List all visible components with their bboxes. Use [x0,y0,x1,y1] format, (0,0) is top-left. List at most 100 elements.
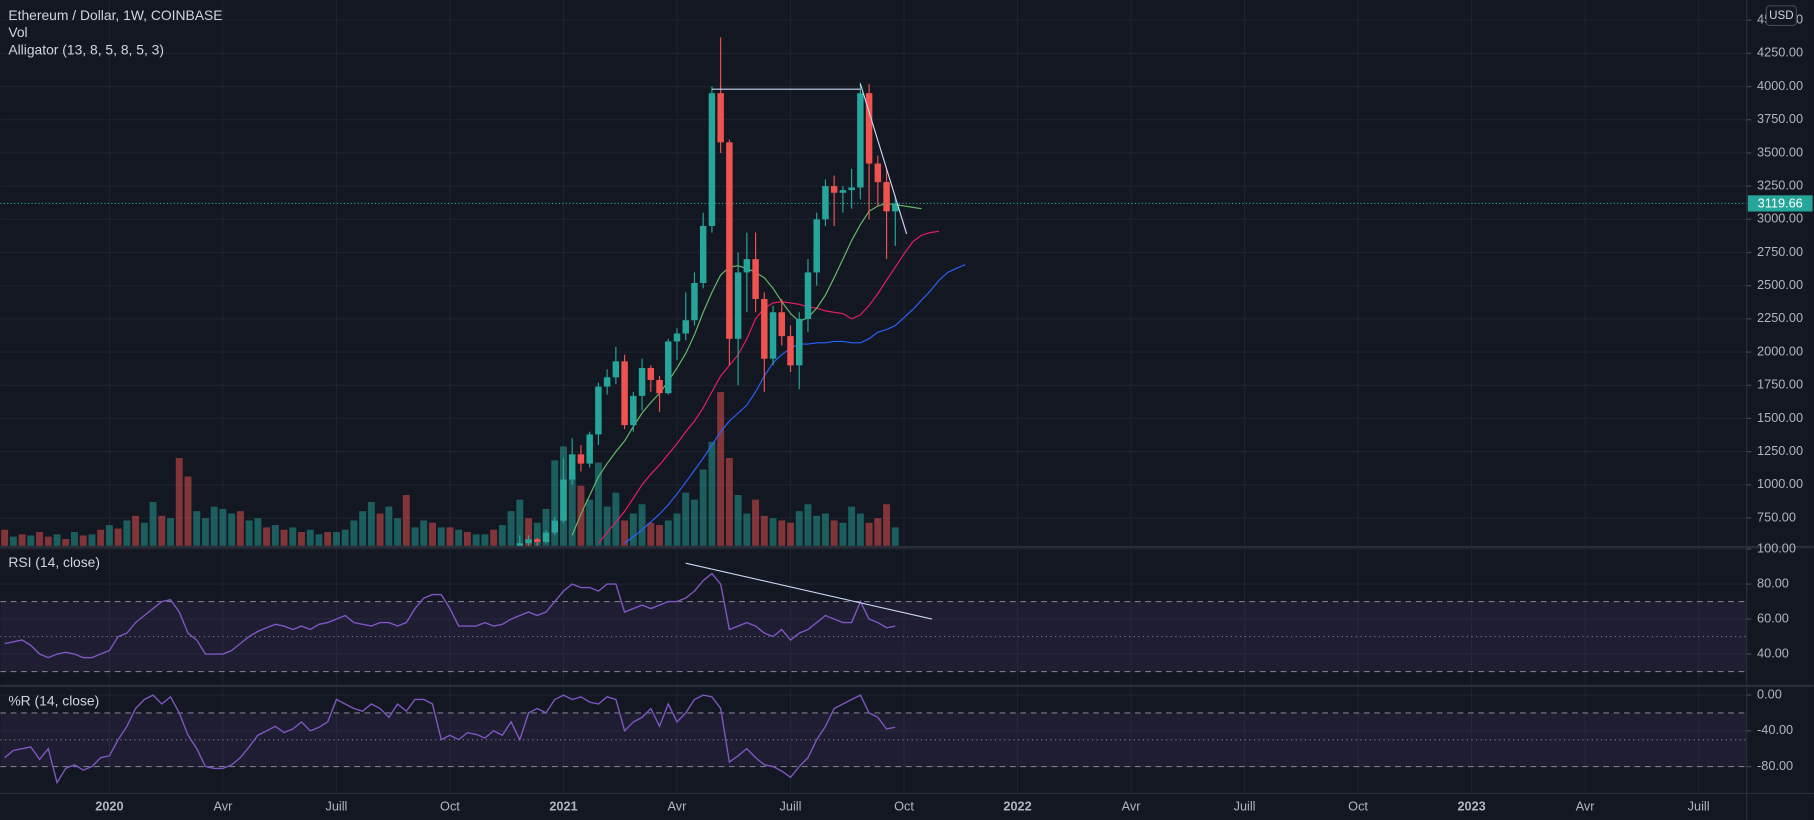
candle-body [769,312,777,359]
candle-body [647,368,655,380]
x-tick-label: Juill [1688,799,1710,814]
candle-body [787,336,794,366]
x-tick-label: Juill [1234,799,1256,814]
volume-bar [114,528,122,546]
volume-bar [263,527,271,546]
volume-bar [481,534,489,546]
volume-bar [865,522,873,546]
y-tick-label: -80.00 [1757,758,1793,773]
y-tick-label: 0.00 [1757,686,1782,701]
volume-bar [463,532,471,546]
y-tick-label: 40.00 [1757,645,1789,660]
y-tick-label: 100.00 [1757,540,1796,555]
volume-bar [883,504,891,546]
x-tick-label: Juill [780,799,802,814]
volume-bar [446,527,454,546]
volume-bar [507,511,515,546]
candle-body [691,283,698,321]
volume-bar [271,525,279,546]
candle-body [726,142,733,339]
volume-bar [638,504,646,546]
candle-body [804,272,812,319]
volume-bar [743,513,751,546]
volume-bar [254,518,262,546]
candle-body [822,186,829,220]
candle-body [516,543,524,546]
volume-bar [568,476,576,546]
x-tick-label: Avr [1122,799,1142,814]
indicator-line [4,572,896,659]
x-tick-label: Oct [894,799,914,814]
candle-body [857,93,864,188]
volume-bar [219,508,227,546]
volume-bar [429,522,436,546]
x-tick-label: Oct [1348,799,1368,814]
candle-body [630,395,637,426]
x-tick-label: Oct [440,799,460,814]
candle-body [586,434,593,464]
volume-bar [839,522,847,546]
y-tick-label: 3250.00 [1757,177,1803,192]
volume-bar [734,495,742,546]
volume-bar [376,513,384,546]
volume-bar [682,492,690,546]
volume-bar [44,536,52,546]
candle-body [612,361,620,378]
volume-bar [79,535,87,546]
alligator-line [597,230,940,544]
volume-bar [673,513,681,546]
volume-bar [341,529,349,546]
volume-bar [175,457,183,546]
volume-bar [612,492,620,546]
candle-body [734,272,742,339]
volume-bar [769,518,777,546]
candle-body [830,186,838,193]
currency-button[interactable] [1765,5,1797,27]
candle-body [699,225,707,284]
volume-bar [795,511,803,546]
volume-bar [105,525,113,546]
volume-bar [533,522,541,546]
currency-label[interactable]: USD [1769,10,1793,22]
y-tick-label: 1750.00 [1757,377,1803,392]
y-tick-label: 3500.00 [1757,144,1803,159]
rsi-pane [0,562,1747,673]
rsi-label: RSI (14, close) [8,554,100,570]
volume-bar [71,532,78,546]
y-tick-label: 4250.00 [1757,45,1803,60]
volume-bar [193,511,201,546]
candle-body [534,539,541,542]
volume-bar [298,532,305,546]
last-price-label: 3119.66 [1758,195,1803,210]
last-price-tag [1747,195,1813,212]
trend-line [685,562,933,620]
volume-bar [132,515,140,546]
candle-body [717,93,724,143]
volume-bar [359,511,367,546]
x-tick-label: Avr [1576,799,1596,814]
volume-bar [821,513,829,546]
volume-bar [455,529,463,546]
volume-bar [1,529,9,546]
volume-bar [752,499,760,546]
volume-bar [629,513,637,546]
volume-bar [664,520,672,546]
volume-bar [760,515,768,546]
y-tick-label: 1000.00 [1757,476,1803,491]
trend-line [859,83,908,235]
volume-bar [594,462,602,546]
volume-bar [551,460,559,546]
candle-body [682,320,689,334]
x-tick-label: 2022 [1003,799,1031,814]
candle-body [665,341,672,394]
volume-bar [420,520,428,546]
volume-bar [690,499,698,546]
y-tick-label: 750.00 [1757,509,1796,524]
indicator-line [4,694,896,785]
volume-bar [280,529,288,546]
volume-bar [315,534,323,546]
candle-body [865,93,873,164]
candle-body [743,259,751,273]
volume-bar [699,469,707,546]
volume-bar [27,535,35,546]
